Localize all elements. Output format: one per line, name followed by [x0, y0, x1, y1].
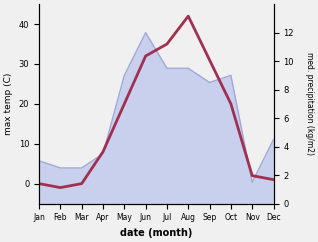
- X-axis label: date (month): date (month): [120, 228, 192, 238]
- Y-axis label: max temp (C): max temp (C): [4, 73, 13, 135]
- Y-axis label: med. precipitation (kg/m2): med. precipitation (kg/m2): [305, 52, 314, 155]
